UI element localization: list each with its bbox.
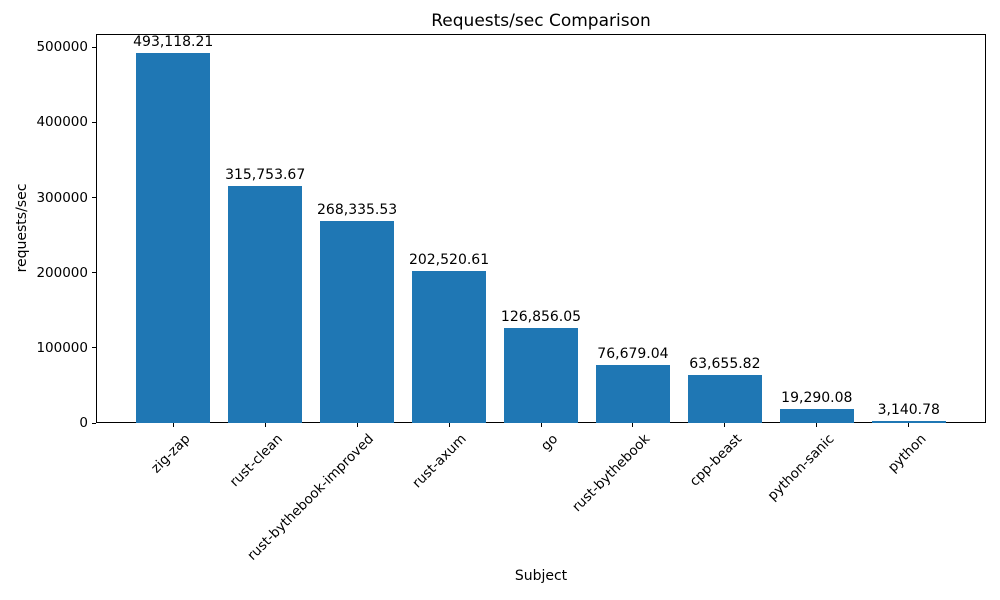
y-tick xyxy=(92,422,96,424)
y-tick xyxy=(92,272,96,274)
bar-value-label: 76,679.04 xyxy=(597,346,669,363)
x-tick xyxy=(908,423,910,427)
x-tick xyxy=(356,423,358,427)
y-tick-label: 0 xyxy=(79,415,88,431)
y-tick-label: 200000 xyxy=(36,264,88,281)
bar-rust-bythebook xyxy=(596,365,670,423)
y-tick xyxy=(92,46,96,48)
bar-rust-bythebook-improved xyxy=(320,221,394,423)
bar-value-label: 19,290.08 xyxy=(781,389,853,406)
bar-rust-axum xyxy=(412,270,486,423)
x-tick-label: cpp-beast xyxy=(686,431,746,490)
x-tick-label: rust-axum xyxy=(409,431,470,492)
bar-value-label: 63,655.82 xyxy=(689,356,761,373)
x-tick xyxy=(816,423,818,427)
bar-cpp-beast xyxy=(688,375,762,423)
x-tick xyxy=(264,423,266,427)
y-tick-label: 400000 xyxy=(36,114,88,131)
y-tick xyxy=(92,347,96,349)
y-tick-label: 300000 xyxy=(36,189,88,206)
bar-python xyxy=(871,420,946,423)
x-tick xyxy=(724,423,726,427)
x-tick xyxy=(632,423,634,427)
bar-value-label: 126,856.05 xyxy=(500,308,582,325)
x-axis-label: Subject xyxy=(514,568,568,584)
bar-value-label: 3,140.78 xyxy=(877,401,940,418)
bar-go xyxy=(504,327,578,423)
bar-value-label: 315,753.67 xyxy=(225,166,306,183)
bar-value-label: 268,335.53 xyxy=(317,202,398,219)
x-tick-label: zig-zap xyxy=(148,431,194,477)
x-tick-label: rust-bythebook xyxy=(569,431,654,516)
x-tick-label: python xyxy=(884,431,930,476)
x-tick xyxy=(172,423,174,427)
y-tick xyxy=(92,121,96,123)
bar-value-label: 202,520.61 xyxy=(408,251,490,268)
x-tick-label: python-sanic xyxy=(764,431,838,504)
bar-value-label: 493,118.21 xyxy=(133,33,214,50)
bar-zig-zap xyxy=(136,52,210,423)
x-tick xyxy=(448,423,450,427)
x-tick xyxy=(540,423,542,427)
bar-python-sanic xyxy=(780,408,854,423)
x-tick-label: rust-clean xyxy=(226,431,286,491)
y-tick-label: 500000 xyxy=(36,39,88,56)
x-tick-label: go xyxy=(538,431,562,455)
y-tick xyxy=(92,197,96,199)
chart-title: Requests/sec Comparison xyxy=(431,11,651,31)
y-tick-label: 100000 xyxy=(36,339,88,356)
bar-rust-clean xyxy=(228,185,302,423)
